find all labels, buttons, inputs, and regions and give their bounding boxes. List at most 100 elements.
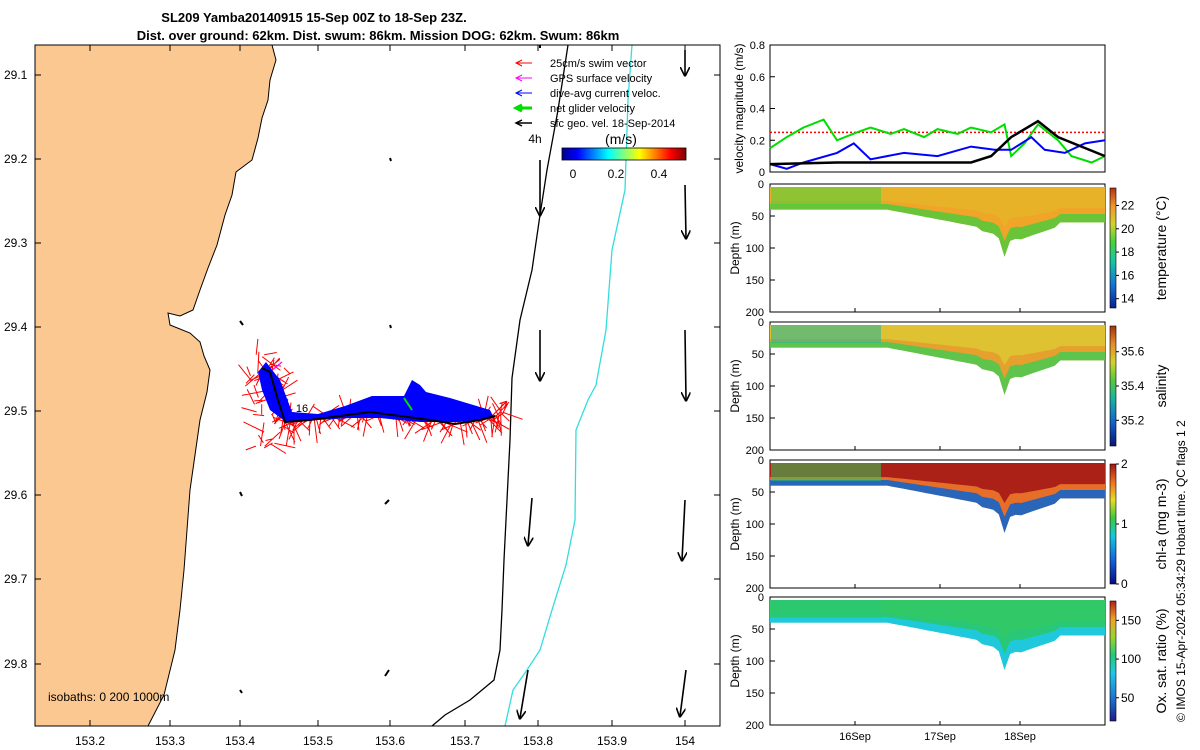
dive-avg-current-band — [258, 362, 494, 422]
section-panel-temperature: 0 50 100 150 200 Depth (m) 14 16 18 20 22 temperatu… — [728, 179, 1169, 319]
section-y-tick-label: 150 — [746, 413, 764, 425]
section-y-tick-label: 50 — [752, 487, 764, 499]
section-y-tick-label: 100 — [746, 656, 764, 668]
section-y-label: Depth (m) — [728, 359, 742, 412]
section-colorbar — [1109, 463, 1117, 585]
section-y-tick-label: 0 — [758, 455, 764, 467]
map-x-tick-label: 153.4 — [225, 734, 255, 748]
map-y-tick-label: 29.1 — [4, 68, 28, 82]
coastline-land — [35, 45, 277, 726]
map-y-tick-label: 29.3 — [4, 236, 28, 250]
colorbar-tick-label: 150 — [1121, 613, 1141, 627]
legend-swatch-head — [512, 103, 523, 113]
map-x-axis: 153.2 153.3 153.4 153.5 153.6 153.7 153.8 153.9… — [75, 45, 695, 748]
surface-velocity-dot — [384, 669, 390, 677]
surface-velocity-dot — [239, 491, 243, 497]
label-16: 16 — [296, 403, 308, 415]
section-y-tick-label: 0 — [758, 592, 764, 604]
map-x-tick-label: 153.3 — [155, 734, 185, 748]
legend-swatch-head — [514, 119, 523, 127]
colorbar-tick-label: 35.4 — [1121, 379, 1145, 393]
colorbar-tick-label: 35.6 — [1121, 345, 1145, 359]
section-y-tick-label: 200 — [746, 307, 764, 319]
speed-colorbar — [561, 147, 687, 161]
legend-label: sfc geo. vel. 18-Sep-2014 — [550, 118, 675, 130]
surface-velocity-arrow — [685, 184, 686, 238]
figure-subtitle: Dist. over ground: 62km. Dist. swum: 86k… — [137, 28, 620, 43]
section-y-label: Depth (m) — [728, 221, 742, 274]
surface-velocity-arrow — [682, 499, 685, 560]
colorbar-tick-label: 18 — [1121, 245, 1135, 259]
velocity-series-line — [769, 118, 1106, 164]
section-early-segment — [771, 463, 881, 481]
section-colorbar — [1109, 600, 1117, 722]
section-early-segment — [771, 600, 881, 618]
legend-swatch-head — [514, 74, 523, 82]
map-y-tick-label: 29.8 — [4, 657, 28, 671]
colorbar-tick-label: 0 — [1121, 577, 1128, 591]
colorbar-title: (m/s) — [605, 131, 637, 147]
section-y-tick-label: 0 — [758, 317, 764, 329]
velocity-y-tick-label: 0 — [759, 167, 765, 179]
colorbar-tick-label: 35.2 — [1121, 413, 1145, 427]
velocity-y-tick-label: 0.6 — [750, 72, 765, 84]
label-4h: 4h — [528, 132, 541, 146]
velocity-series-line — [769, 119, 1106, 166]
section-deep-layer — [770, 617, 1105, 670]
section-deep-layer — [770, 480, 1105, 533]
surface-velocity-dot — [239, 689, 243, 694]
legend-swatch-head — [514, 89, 523, 97]
surface-geostrophic-arrows — [239, 45, 687, 718]
credit-text: © IMOS 15-Apr-2024 05:34:29 Hobart time.… — [1174, 420, 1188, 722]
glider-track — [261, 367, 496, 426]
colorbar-label: chl-a (mg m-3) — [1153, 478, 1169, 569]
surface-velocity-arrow — [685, 329, 686, 400]
section-y-tick-label: 150 — [746, 275, 764, 287]
isobath-1000m — [504, 45, 633, 726]
section-y-label: Depth (m) — [728, 497, 742, 550]
map-x-tick-label: 153.2 — [75, 734, 105, 748]
colorbar-tick-label: 16 — [1121, 268, 1135, 282]
surface-velocity-arrow — [520, 669, 529, 718]
section-x-tick-label: 18Sep — [1004, 731, 1036, 743]
velocity-series-line — [769, 135, 1106, 170]
colorbar-tick-label: 50 — [1121, 691, 1135, 705]
surface-velocity-dot — [389, 157, 392, 162]
map-x-tick-label: 153.7 — [450, 734, 480, 748]
section-y-tick-label: 200 — [746, 445, 764, 457]
legend-label: GPS surface velocity — [550, 73, 653, 85]
map-y-tick-label: 29.5 — [4, 404, 28, 418]
velocity-y-label: velocity magnitude (m/s) — [732, 43, 746, 173]
colorbar-tick-0: 0 — [570, 167, 577, 181]
colorbar-tick-2: 0.4 — [651, 167, 668, 181]
legend-label: 25cm/s swim vector — [550, 58, 647, 70]
section-y-tick-label: 50 — [752, 349, 764, 361]
figure-title: SL209 Yamba20140915 15-Sep 00Z to 18-Sep… — [161, 10, 466, 25]
section-y-tick-label: 50 — [752, 624, 764, 636]
map-x-tick-label: 153.5 — [303, 734, 333, 748]
colorbar-tick-1: 0.2 — [608, 167, 625, 181]
section-deep-layer — [770, 342, 1105, 395]
section-panel-chl: 0 50 100 150 200 Depth (m) 0 1 2 chl-a (mg m-3) — [728, 455, 1169, 595]
map-panel: 153.2 153.3 153.4 153.5 153.6 153.7 153.8 153.9… — [4, 44, 721, 748]
map-x-tick-label: 154 — [675, 734, 695, 748]
velocity-axes-box — [769, 44, 1106, 173]
section-y-tick-label: 0 — [758, 179, 764, 191]
section-y-tick-label: 100 — [746, 381, 764, 393]
map-x-tick-label: 153.6 — [375, 734, 405, 748]
surface-velocity-dot — [384, 499, 390, 505]
colorbar-label: salinity — [1153, 365, 1169, 408]
surface-velocity-dot — [389, 324, 392, 329]
legend-label: dive-avg current veloc. — [550, 88, 661, 100]
velocity-y-tick-label: 0.8 — [750, 40, 765, 52]
surface-velocity-arrow — [680, 669, 687, 716]
colorbar-tick-label: 2 — [1121, 457, 1128, 471]
map-y-tick-label: 29.2 — [4, 152, 28, 166]
section-y-tick-label: 150 — [746, 551, 764, 563]
surface-velocity-arrow — [528, 497, 532, 545]
legend-label: net glider velocity — [550, 103, 635, 115]
surface-velocity-dot — [239, 320, 244, 326]
colorbar-tick-label: 100 — [1121, 652, 1141, 666]
